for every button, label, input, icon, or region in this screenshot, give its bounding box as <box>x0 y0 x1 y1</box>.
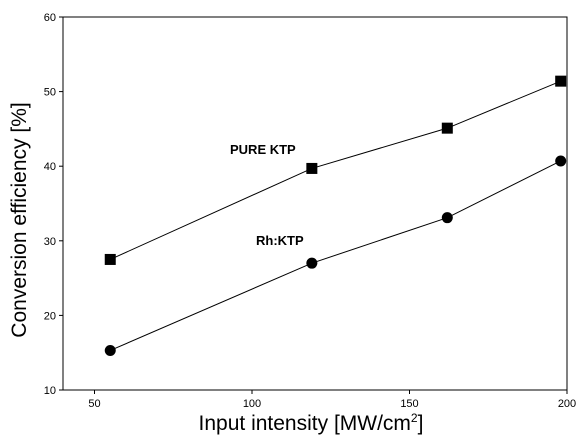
series-lines <box>110 80 561 351</box>
x-axis-title-sup: 2 <box>411 411 418 425</box>
y-tick-label-20: 20 <box>44 310 56 322</box>
marker-s1-p0 <box>104 344 116 356</box>
x-axis-title: Input intensity [MW/cm2] <box>199 411 424 435</box>
y-tick-label-40: 40 <box>44 161 56 173</box>
x-tick-label-150: 150 <box>400 398 418 410</box>
y-axis-title: Conversion efficiency [%] <box>8 102 31 337</box>
series-line-1 <box>110 160 561 351</box>
marker-s1-p2 <box>441 212 453 224</box>
marker-s1-p1 <box>306 257 318 269</box>
ticks: 50 100 150 200 10 20 30 40 50 60 <box>44 12 576 410</box>
marker-s0-p2 <box>441 122 453 134</box>
axes <box>62 16 568 391</box>
plot-frame <box>62 16 568 391</box>
series-line-0 <box>110 80 561 260</box>
marker-s0-p0 <box>104 253 116 265</box>
y-tick-label-50: 50 <box>44 87 56 99</box>
series-label-rh-ktp: Rh:KTP <box>256 233 304 248</box>
x-tick-label-100: 100 <box>243 398 261 410</box>
x-tick-label-50: 50 <box>88 398 100 410</box>
series-label-pure-ktp: PURE KTP <box>230 142 296 157</box>
marker-s1-p3 <box>555 155 567 167</box>
marker-s0-p1 <box>306 162 318 174</box>
x-axis-title-main: Input intensity [MW/cm <box>199 412 411 435</box>
x-axis-title-suffix: ] <box>418 412 424 435</box>
y-tick-label-60: 60 <box>44 12 56 24</box>
y-tick-label-10: 10 <box>44 385 56 397</box>
x-tick-label-200: 200 <box>558 398 576 410</box>
marker-s0-p3 <box>555 75 567 87</box>
markers <box>104 75 567 356</box>
y-tick-label-30: 30 <box>44 236 56 248</box>
